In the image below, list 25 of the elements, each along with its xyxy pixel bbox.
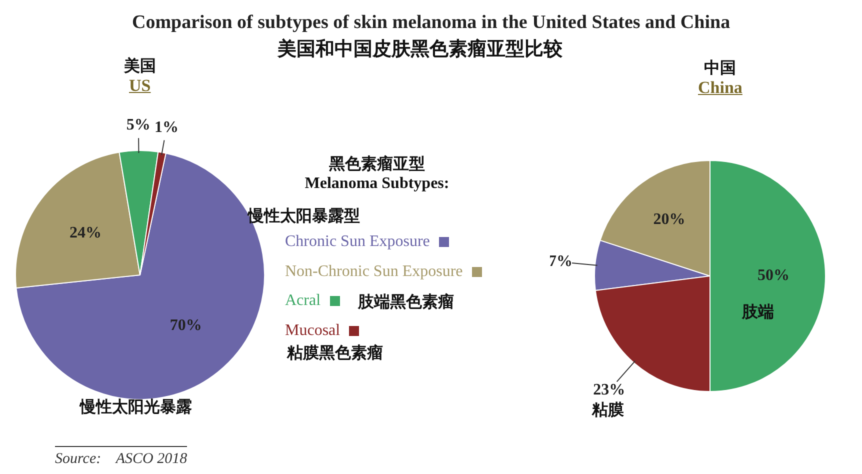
data-label: 70%: [170, 317, 202, 334]
text: 慢性太阳光暴露: [80, 397, 192, 418]
text: 肢端: [742, 302, 774, 323]
legend-label: Mucosal: [285, 322, 340, 340]
legend-label: Chronic Sun Exposure: [285, 233, 430, 251]
legend-label: Non-Chronic Sun Exposure: [285, 262, 463, 280]
text: Comparison of subtypes of skin melanoma in the United States and China: [132, 12, 730, 34]
data-label: 23%: [593, 382, 626, 399]
legend-label: Acral: [285, 292, 321, 310]
data-label: 5%: [126, 116, 150, 134]
legend-title: 黑色素瘤亚型 Melanoma Subtypes:: [304, 155, 450, 193]
data-label: 1%: [154, 119, 178, 136]
text: 美国和中国皮肤黑色素瘤亚型比较: [278, 37, 562, 62]
text: 粘膜黑色素瘤: [287, 343, 383, 364]
chart-title: 美国: [124, 56, 156, 77]
text: 肢端黑色素瘤: [358, 292, 454, 313]
chart-subtitle: China: [698, 78, 742, 98]
chart-subtitle: US: [129, 76, 151, 96]
source-note: Source: ASCO 2018: [55, 446, 188, 468]
data-label: 20%: [653, 211, 686, 228]
chart-title: 中国: [704, 58, 736, 79]
text: 粘膜: [592, 400, 624, 421]
data-label: 24%: [69, 224, 102, 242]
text: 慢性太阳暴露型: [248, 206, 360, 227]
data-label: 50%: [758, 267, 790, 284]
